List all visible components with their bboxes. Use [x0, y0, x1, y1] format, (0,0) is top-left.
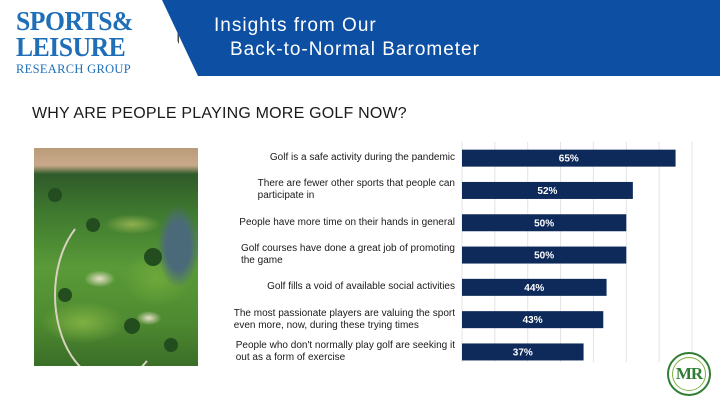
bar-2	[462, 181, 633, 199]
data-label-4: 50%	[534, 251, 554, 262]
data-label-1: 65%	[559, 154, 579, 165]
category-label-line: Golf is a safe activity during the pande…	[269, 152, 455, 164]
category-label-5: Golf fills a void of available social ac…	[200, 281, 455, 293]
category-label-text: Golf is a safe activity during the pande…	[270, 152, 455, 164]
category-label-1: Golf is a safe activity during the pande…	[200, 152, 455, 164]
tree-icon	[48, 188, 62, 202]
category-label-text: Golf fills a void of available social ac…	[267, 281, 455, 293]
cart-path	[54, 208, 168, 366]
bar-5	[462, 278, 607, 296]
bar-1	[462, 149, 676, 167]
category-label-text: People who don't normally play golf are …	[236, 340, 455, 364]
category-label-2: There are fewer other sports that people…	[200, 178, 455, 202]
category-label-text: Golf courses have done a great job of pr…	[241, 243, 455, 267]
tree-icon	[144, 248, 162, 266]
data-label-6: 43%	[523, 315, 543, 326]
category-label-text: The most passionate players are valuing …	[234, 308, 455, 332]
category-label-7: People who don't normally play golf are …	[200, 340, 455, 364]
logo-line-1: SPORTS	[16, 6, 113, 36]
category-label-3: People have more time on their hands in …	[200, 217, 455, 229]
category-label-6: The most passionate players are valuing …	[200, 308, 455, 332]
question-heading: WHY ARE PEOPLE PLAYING MORE GOLF NOW?	[32, 105, 407, 122]
bar-3	[462, 214, 627, 232]
data-label-2: 52%	[537, 186, 557, 197]
category-label-line: participate in	[257, 190, 315, 202]
logo-line-2: LEISURE	[16, 32, 126, 62]
tree-icon	[124, 318, 140, 334]
category-label-line: The most passionate players are valuing …	[233, 307, 455, 319]
banner-title-line-2: Back-to-Normal Barometer	[230, 39, 480, 60]
category-label-4: Golf courses have done a great job of pr…	[200, 243, 455, 267]
tree-icon	[164, 338, 178, 352]
logo-line-3: RESEARCH GROUP	[16, 62, 131, 76]
badge-text: MR	[675, 364, 703, 383]
category-label-text: There are fewer other sports that people…	[258, 178, 455, 202]
category-label-line: even more, now, during these trying time…	[233, 319, 419, 331]
category-label-text: People have more time on their hands in …	[239, 217, 455, 229]
data-label-7: 37%	[513, 347, 533, 358]
category-label-line: There are fewer other sports that people…	[257, 178, 455, 190]
category-label-line: People who don't normally play golf are …	[235, 339, 455, 351]
bar-4	[462, 246, 627, 264]
data-label-3: 50%	[534, 218, 554, 229]
company-logo: SPORTS& LEISURE RESEARCH GROUP	[16, 8, 176, 80]
banner-title: Insights from Our Back-to-Normal Baromet…	[214, 14, 480, 62]
bar-6	[462, 311, 604, 329]
category-label-line: the game	[240, 255, 283, 267]
category-label-line: Golf fills a void of available social ac…	[267, 281, 455, 293]
banner-title-line-1: Insights from Our	[214, 15, 377, 36]
golf-course-photo	[34, 148, 198, 366]
tree-icon	[86, 218, 100, 232]
category-label-line: People have more time on their hands in …	[239, 216, 455, 228]
data-label-5: 44%	[524, 283, 544, 294]
bar-7	[462, 343, 584, 361]
tree-icon	[58, 288, 72, 302]
mr-badge-logo: MR	[667, 352, 711, 396]
category-label-line: out as a form of exercise	[235, 351, 346, 363]
logo-ampersand: &	[112, 6, 133, 36]
header-banner	[162, 0, 720, 76]
category-label-line: Golf courses have done a great job of pr…	[240, 243, 455, 255]
